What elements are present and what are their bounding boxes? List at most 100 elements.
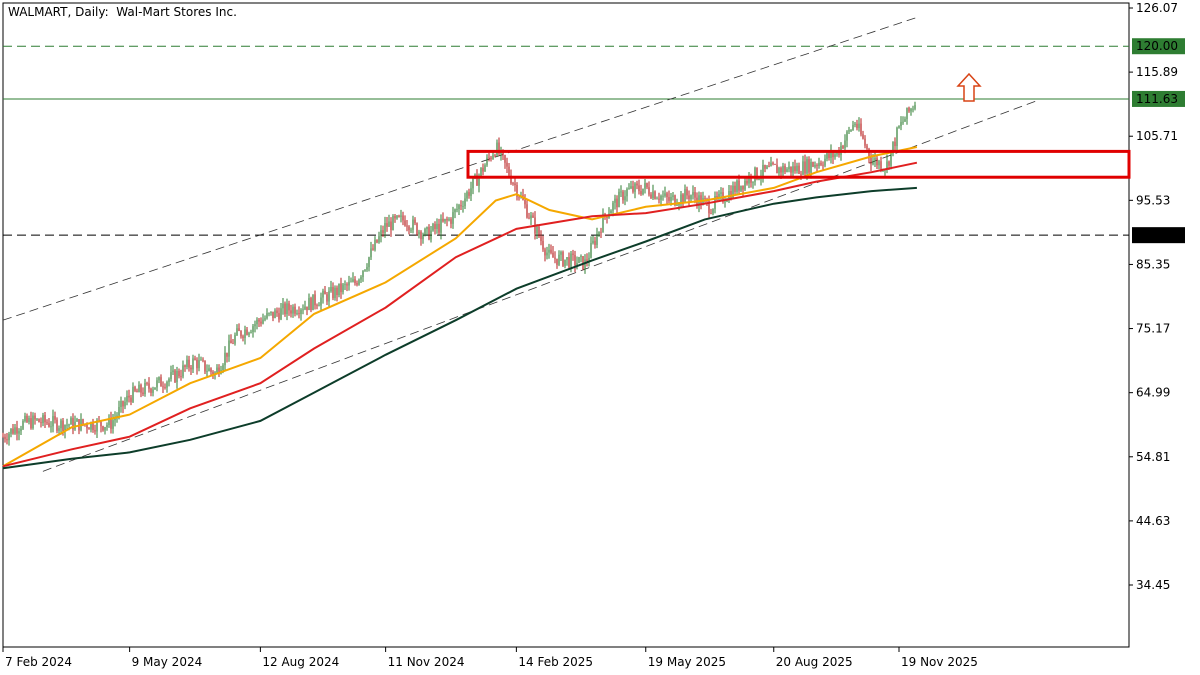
candle-body — [546, 252, 548, 256]
candle-body — [68, 424, 70, 426]
candle-body — [60, 420, 62, 429]
candle-body — [560, 252, 562, 255]
candle-body — [330, 287, 332, 292]
candle-body — [802, 161, 804, 175]
candle-body — [380, 230, 382, 237]
candle-body — [454, 209, 456, 213]
candle-body — [570, 253, 572, 268]
candle-body — [418, 231, 420, 235]
candle-body — [592, 240, 594, 243]
candle-body — [200, 359, 202, 361]
candle-body — [356, 283, 358, 285]
candle-body — [640, 191, 642, 195]
candle-body — [734, 185, 736, 192]
candle-body — [740, 185, 742, 191]
candle-body — [120, 401, 122, 408]
candle-body — [476, 174, 478, 186]
candle-body — [434, 224, 436, 229]
candle-body — [838, 151, 840, 156]
moving-average-line — [2, 161, 918, 468]
candle-body — [368, 257, 370, 268]
candle-body — [654, 191, 656, 199]
x-tick-label: 19 Nov 2025 — [901, 655, 978, 669]
candle-body — [704, 198, 706, 199]
candle-body — [218, 367, 220, 374]
candle-body — [128, 395, 130, 398]
candle-body — [862, 134, 864, 139]
candle-body — [186, 359, 188, 367]
y-tick-label: 85.35 — [1136, 257, 1170, 271]
candle-body — [172, 370, 174, 373]
candle-body — [614, 198, 616, 203]
candle-body — [392, 215, 394, 231]
candle-body — [910, 108, 912, 112]
candle-body — [562, 252, 564, 266]
candle-body — [796, 165, 798, 172]
candle-body — [532, 215, 534, 218]
candle-body — [572, 253, 574, 256]
candle-body — [438, 223, 440, 233]
candle-body — [616, 198, 618, 208]
y-tick-label: 115.89 — [1136, 65, 1178, 79]
candle-body — [860, 123, 862, 135]
candle-body — [428, 227, 430, 240]
candle-body — [30, 418, 32, 429]
candle-body — [388, 221, 390, 227]
y-tick-label: 54.81 — [1136, 450, 1170, 464]
candle-body — [816, 165, 818, 166]
candle-body — [754, 167, 756, 182]
candle-body — [382, 230, 384, 233]
candle-body — [350, 281, 352, 283]
candle-body — [390, 221, 392, 231]
candle-body — [8, 433, 10, 441]
candle-body — [694, 192, 696, 198]
candle-body — [550, 249, 552, 253]
candle-body — [746, 180, 748, 184]
candle-body — [292, 306, 294, 314]
candle-body — [314, 294, 316, 306]
candle-body — [64, 424, 66, 432]
candle-body — [868, 148, 870, 158]
candle-body — [252, 326, 254, 332]
candle-body — [490, 157, 492, 159]
candle-body — [366, 267, 368, 270]
candle-body — [540, 236, 542, 242]
candle-body — [498, 142, 500, 154]
candle-body — [82, 419, 84, 425]
candle-body — [610, 210, 612, 214]
candle-body — [914, 105, 916, 109]
candle-body — [834, 154, 836, 158]
candle-body — [154, 387, 156, 390]
candle-body — [288, 303, 290, 311]
candle-body — [852, 124, 854, 131]
candle-body — [692, 192, 694, 196]
candle-body — [518, 196, 520, 198]
candle-body — [900, 121, 902, 126]
x-tick-label: 20 Aug 2025 — [776, 655, 853, 669]
candle-body — [794, 166, 796, 172]
candle-body — [342, 284, 344, 293]
candle-body — [192, 358, 194, 370]
candle-body — [302, 309, 304, 311]
candle-body — [880, 161, 882, 170]
candle-body — [396, 215, 398, 219]
candle-body — [170, 372, 172, 379]
candle-body — [374, 239, 376, 250]
level-badge — [1132, 90, 1185, 107]
candle-body — [296, 313, 298, 315]
y-tick-label: 75.17 — [1136, 322, 1170, 336]
candle-body — [10, 428, 12, 434]
candle-body — [168, 378, 170, 383]
resistance-zone[interactable] — [466, 149, 1131, 179]
candle-body — [644, 183, 646, 189]
candle-body — [178, 370, 180, 377]
candle-body — [878, 161, 880, 166]
candle-body — [148, 383, 150, 389]
candle-body — [470, 188, 472, 196]
level-label: 111.63 — [1136, 92, 1178, 106]
candle-body — [736, 180, 738, 192]
candle-body — [676, 204, 678, 206]
candle-body — [710, 213, 712, 215]
candle-body — [204, 360, 206, 372]
